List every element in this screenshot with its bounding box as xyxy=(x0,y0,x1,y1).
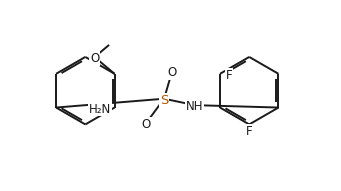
Text: S: S xyxy=(160,94,168,107)
Text: O: O xyxy=(167,66,177,79)
Text: O: O xyxy=(142,118,151,131)
Text: O: O xyxy=(90,52,99,65)
Text: H₂N: H₂N xyxy=(88,103,111,116)
Text: F: F xyxy=(226,69,233,82)
Text: F: F xyxy=(246,125,253,138)
Text: NH: NH xyxy=(186,100,203,113)
